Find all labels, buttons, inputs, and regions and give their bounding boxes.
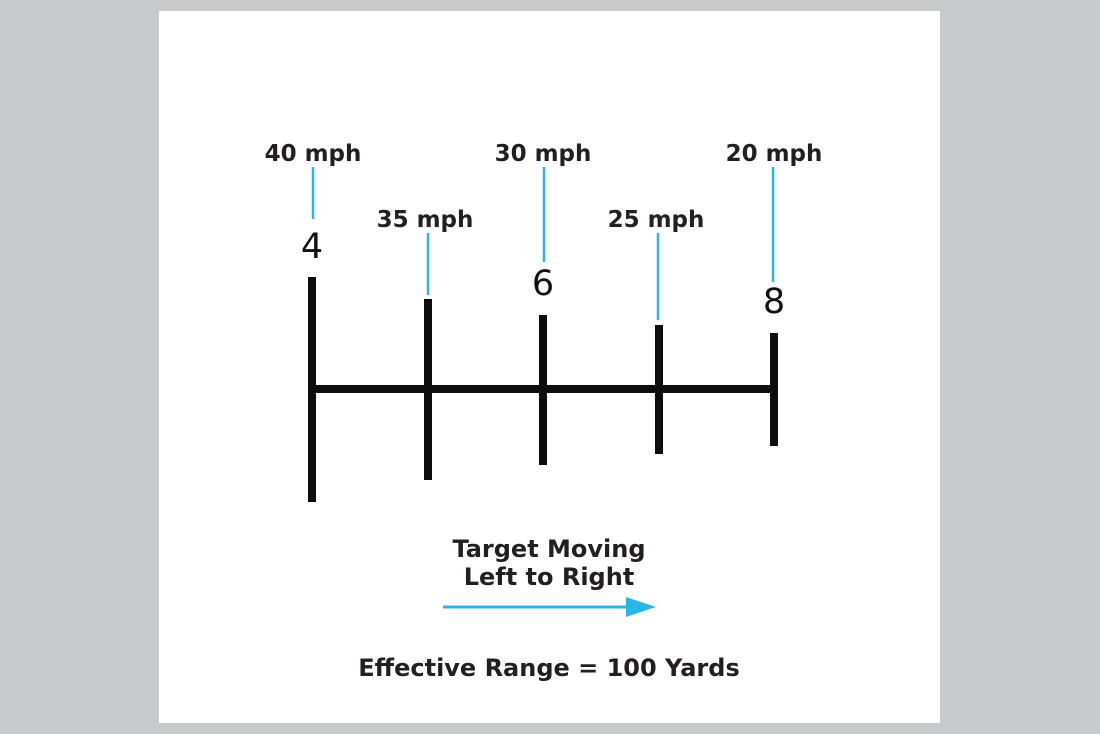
- speed-label-5: 20 mph: [726, 141, 823, 167]
- effective-range-label: Effective Range = 100 Yards: [358, 654, 739, 682]
- direction-caption-line1: Target Moving: [452, 535, 645, 563]
- reticle-number-4: 4: [301, 227, 323, 267]
- speed-label-3: 30 mph: [495, 141, 592, 167]
- speed-label-2: 35 mph: [377, 207, 474, 233]
- direction-caption-line2: Left to Right: [464, 563, 635, 591]
- reticle-number-6: 6: [532, 264, 554, 304]
- diagram-card: [159, 11, 940, 723]
- right-arrow-icon: [443, 597, 656, 617]
- speed-label-1: 40 mph: [265, 141, 362, 167]
- speed-label-4: 25 mph: [608, 207, 705, 233]
- reticle-number-8: 8: [763, 282, 785, 322]
